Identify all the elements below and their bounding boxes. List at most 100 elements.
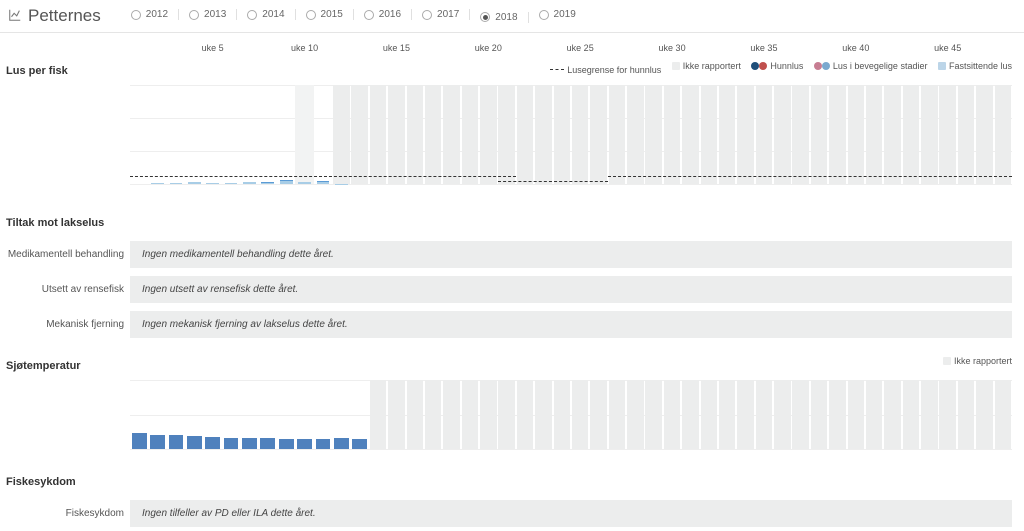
section-title-tiltak: Tiltak mot lakselus: [6, 217, 130, 229]
x-axis-label: uke 5: [202, 43, 224, 53]
lice-chart: [130, 85, 1012, 185]
lice-y-axis: 0,02,04,06,0: [0, 85, 130, 185]
x-axis-label: uke 40: [842, 43, 869, 53]
not-reported-bar: [407, 85, 424, 184]
not-reported-bar: [554, 85, 571, 184]
not-reported-bar: [462, 85, 479, 184]
temp-bar: [260, 438, 275, 449]
radio-icon: [422, 10, 432, 20]
title-text: Petternes: [28, 6, 101, 26]
not-reported-bar: [609, 380, 626, 449]
lice-bar-fastsittende: [225, 183, 238, 184]
tiltak-info: Ingen medikamentell behandling dette åre…: [130, 241, 1012, 268]
year-option-2018[interactable]: 2018: [470, 12, 528, 23]
not-reported-bar: [517, 380, 534, 449]
not-reported-bar: [719, 380, 736, 449]
year-label: 2016: [379, 9, 401, 20]
not-reported-bar: [811, 85, 828, 184]
temp-bar: [352, 439, 367, 449]
not-reported-bar: [333, 85, 350, 184]
temp-bar: [187, 436, 202, 449]
not-reported-bar: [443, 85, 460, 184]
year-option-2016[interactable]: 2016: [354, 9, 412, 20]
not-reported-bar: [811, 380, 828, 449]
year-label: 2014: [262, 9, 284, 20]
not-reported-bar: [572, 85, 589, 184]
lice-legend: Lusegrense for hunnlus Ikke rapportert H…: [130, 57, 1012, 79]
legend-threshold: Lusegrense for hunnlus: [550, 65, 661, 75]
lice-bar-fastsittende: [243, 182, 256, 184]
x-axis-label: uke 45: [934, 43, 961, 53]
tiltak-label: Mekanisk fjerning: [0, 315, 130, 334]
x-axis-label: uke 30: [659, 43, 686, 53]
fisk-row-label: Fiskesykdom: [0, 504, 130, 523]
legend-fastsittende: Fastsittende lus: [938, 61, 1012, 71]
not-reported-bar: [462, 380, 479, 449]
page-title: Petternes: [8, 6, 101, 26]
year-option-2017[interactable]: 2017: [412, 9, 470, 20]
spacer: [0, 39, 130, 57]
tiltak-info: Ingen utsett av rensefisk dette året.: [130, 276, 1012, 303]
section-title-lice: Lus per fisk: [6, 65, 130, 77]
year-option-2012[interactable]: 2012: [121, 9, 179, 20]
lice-bar-fastsittende: [151, 183, 164, 184]
lice-threshold: [608, 176, 1012, 177]
tiltak-label: Utsett av rensefisk: [0, 280, 130, 299]
not-reported-bar: [407, 380, 424, 449]
not-reported-bar: [958, 85, 975, 184]
temp-bar: [334, 438, 349, 449]
lice-bar-bevegelige: [261, 182, 274, 183]
not-reported-bar: [829, 380, 846, 449]
temp-y-axis: 0° C10° C20° C: [0, 380, 130, 450]
not-reported-bar: [756, 380, 773, 449]
temp-legend: Ikke rapportert: [130, 352, 1012, 371]
not-reported-bar: [701, 85, 718, 184]
temp-bar: [169, 435, 184, 449]
not-reported-bar: [664, 380, 681, 449]
not-reported-bar: [535, 380, 552, 449]
not-reported-bar: [425, 380, 442, 449]
year-option-2015[interactable]: 2015: [296, 9, 354, 20]
year-label: 2012: [146, 9, 168, 20]
not-reported-bar: [498, 85, 515, 184]
not-reported-bar: [682, 85, 699, 184]
temp-bar: [297, 439, 312, 449]
radio-icon: [539, 10, 549, 20]
not-reported-bar: [388, 85, 405, 184]
year-label: 2019: [554, 9, 576, 20]
lice-bar-fastsittende: [188, 182, 201, 184]
lice-bar-fastsittende: [206, 183, 219, 184]
not-reported-bar: [921, 380, 938, 449]
not-reported-bar: [590, 380, 607, 449]
lice-bar-fastsittende: [298, 182, 311, 184]
lice-bar-fastsittende: [261, 182, 274, 184]
fisk-info: Ingen tilfeller av PD eller ILA dette år…: [130, 500, 1012, 527]
chart-icon: [8, 8, 22, 25]
x-axis-label: uke 25: [567, 43, 594, 53]
not-reported-bar: [848, 380, 865, 449]
x-axis-label: uke 20: [475, 43, 502, 53]
radio-icon: [247, 10, 257, 20]
not-reported-bar: [388, 380, 405, 449]
not-reported-bar: [939, 380, 956, 449]
year-option-2014[interactable]: 2014: [237, 9, 295, 20]
not-reported-bar: [921, 85, 938, 184]
temp-bar: [132, 433, 147, 449]
not-reported-bar: [884, 380, 901, 449]
radio-icon: [306, 10, 316, 20]
not-reported-bar: [443, 380, 460, 449]
not-reported-bar: [995, 380, 1012, 449]
year-option-2019[interactable]: 2019: [529, 9, 586, 20]
temp-bar: [242, 438, 257, 449]
year-selector: 2012 2013 2014 2015 2016 2017 2018 2019: [121, 9, 586, 23]
not-reported-bar: [664, 85, 681, 184]
not-reported-bar: [425, 85, 442, 184]
not-reported-bar: [866, 85, 883, 184]
temp-bar: [205, 437, 220, 449]
tiltak-label: Medikamentell behandling: [0, 245, 130, 264]
lice-bar-bevegelige: [280, 180, 293, 181]
year-label: 2017: [437, 9, 459, 20]
year-option-2013[interactable]: 2013: [179, 9, 237, 20]
temp-bar: [316, 439, 331, 449]
not-reported-bar: [829, 85, 846, 184]
